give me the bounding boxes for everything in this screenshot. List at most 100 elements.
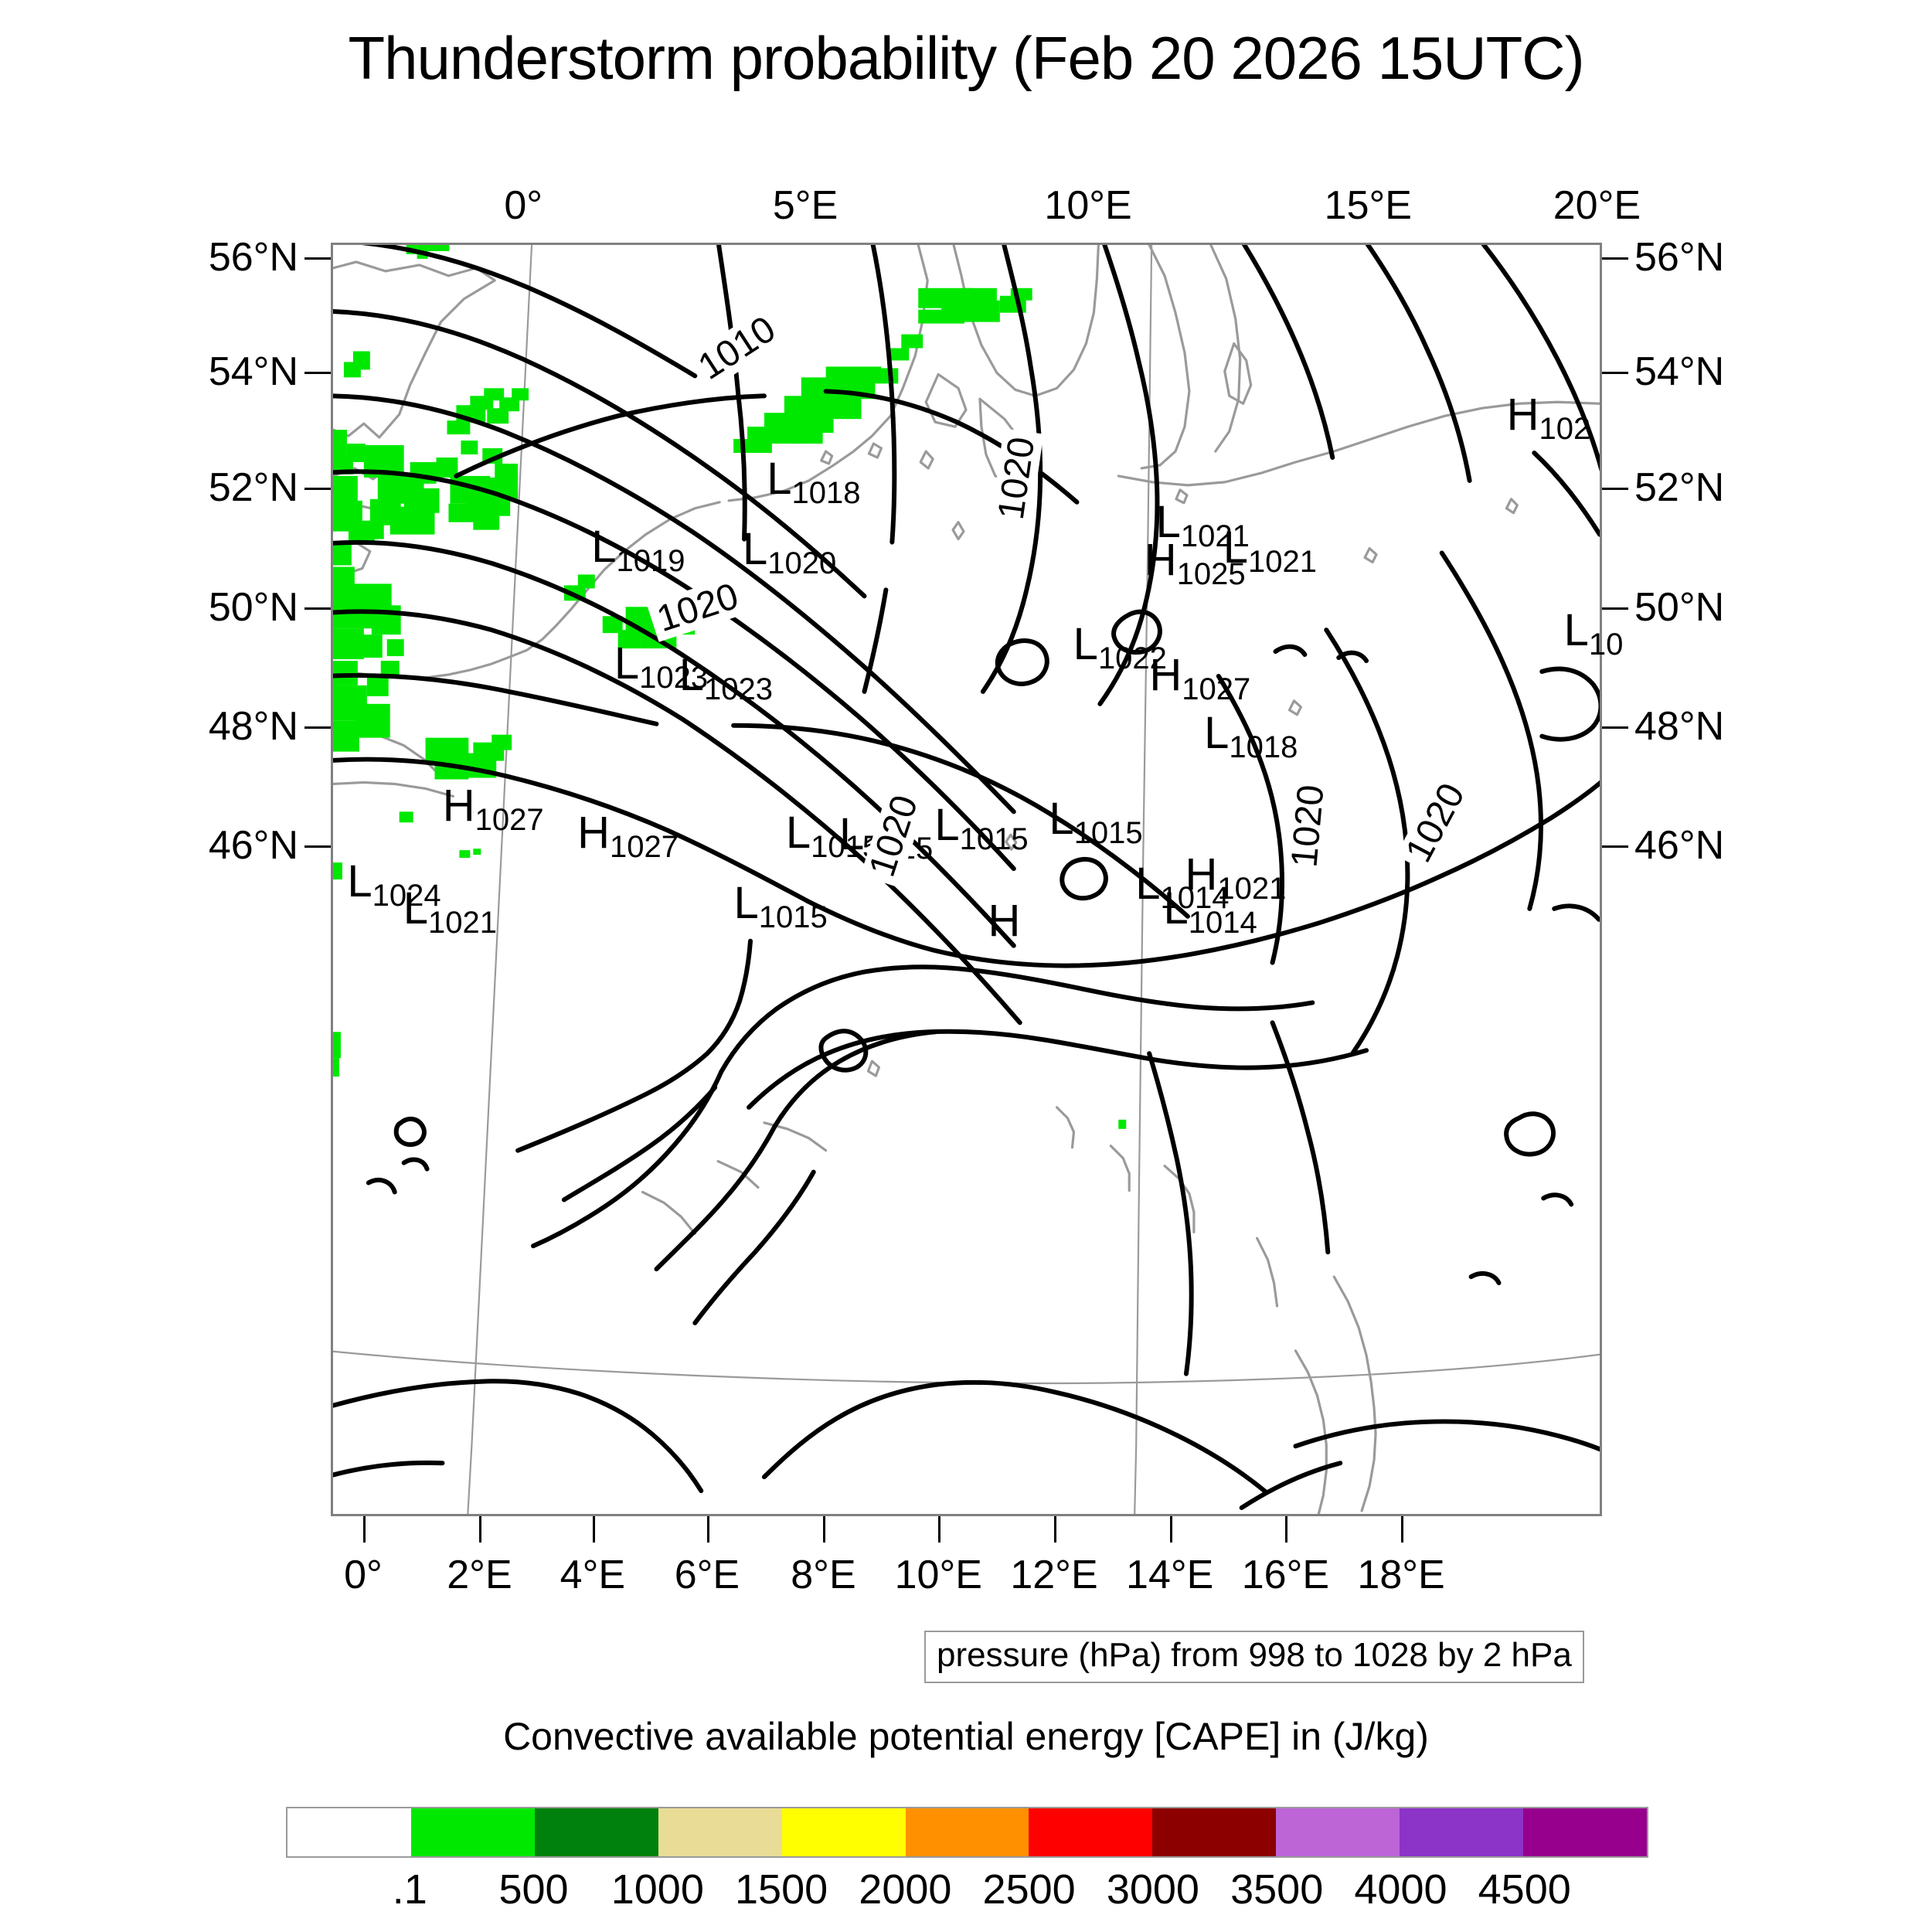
colorbar-swatch-cape-0.1-500[interactable]: [410, 1808, 535, 1856]
axis-tick-bottom-4: [823, 1516, 826, 1543]
pressure-centre-value: 1025: [1176, 557, 1246, 592]
pressure-centre-type: H: [577, 808, 611, 858]
contour-label-1020-4: 1020: [1284, 777, 1333, 876]
colorbar-swatch-cape-3000-3500[interactable]: [1152, 1808, 1277, 1856]
pressure-centre-type: L: [614, 638, 640, 689]
pressure-centre-value: 1015: [1073, 815, 1143, 850]
axis-tick-bottom-9: [1401, 1516, 1404, 1543]
pressure-centre-l-21: L1015: [733, 878, 828, 935]
pressure-centre-h-4: H1025: [1145, 538, 1246, 590]
colorbar-swatch-below-threshold[interactable]: [287, 1808, 411, 1856]
axis-label-bottom-8: 16°E: [1241, 1553, 1330, 1597]
axis-tick-right-2: [1602, 488, 1628, 491]
pressure-centre-l-11: L1023: [679, 649, 773, 706]
pressure-centre-l-22: L1014: [1135, 858, 1229, 913]
axis-tick-bottom-2: [592, 1516, 595, 1543]
map-figure: 0° 5°E 10°E 15°E 20°E 0° 2°E 4°E 6°E 8°E 10°E 12°E 1…: [209, 185, 1724, 1595]
colorbar-swatch-cape-2000-2500[interactable]: [905, 1808, 1029, 1856]
pressure-centre-l-3: L1021: [1155, 496, 1250, 552]
pressure-centre-value: 1021: [428, 906, 497, 940]
pressure-centre-l-0: L1018: [767, 456, 861, 510]
axis-tick-left-1: [304, 372, 331, 375]
pressure-centre-h-6: H102: [1507, 393, 1591, 447]
pressure-centre-h-23: H1021: [1185, 852, 1287, 906]
axis-label-bottom-0: 0°: [344, 1553, 383, 1597]
pressure-centre-type: L: [1563, 604, 1589, 655]
pressure-centre-value: 1018: [1229, 730, 1298, 765]
axis-tick-left-5: [304, 845, 331, 849]
axis-tick-right-3: [1602, 607, 1628, 611]
pressure-centre-type: L: [934, 800, 960, 851]
colorbar-swatch-cape-above-4500[interactable]: [1523, 1808, 1647, 1856]
pressure-centre-type: L: [403, 883, 429, 934]
pressure-centre-type: L: [1073, 619, 1098, 670]
colorbar-tick-2000: 2000: [859, 1866, 952, 1913]
pressure-centre-h-13: H1027: [442, 781, 544, 836]
pressure-centre-value: 1023: [703, 672, 773, 706]
pressure-centre-type: L: [733, 878, 759, 929]
colorbar-tick-3000: 3000: [1106, 1866, 1199, 1913]
pressure-centre-l-10: L1023: [614, 641, 708, 693]
axis-label-right-1: 54°N: [1634, 349, 1725, 395]
pressure-centre-type: L: [1135, 858, 1161, 909]
axis-tick-bottom-8: [1285, 1516, 1288, 1543]
pressure-centre-value: 1027: [1182, 672, 1251, 706]
axis-label-left-3: 50°N: [208, 585, 298, 631]
colorbar-swatch-cape-500-1000[interactable]: [534, 1808, 658, 1856]
pressure-centre-type: L: [785, 808, 811, 858]
pressure-centre-type: L: [839, 808, 865, 859]
axis-label-right-5: 46°N: [1634, 823, 1725, 869]
colorbar-tick-1500: 1500: [735, 1866, 828, 1913]
pressure-centre-value: 1021: [1248, 544, 1318, 579]
pressure-centre-type: L: [679, 649, 704, 700]
pressure-centre-type: H: [442, 781, 475, 832]
pressure-centre-l-5: L1021: [1223, 525, 1318, 579]
page-title: Thunderstorm probability (Feb 20 2026 15…: [348, 24, 1584, 92]
pressure-centre-value: 1015: [758, 900, 828, 935]
pressure-centre-value: 1020: [767, 546, 837, 581]
pressure-centre-l-2: L1020: [743, 527, 837, 581]
axis-label-bottom-6: 12°E: [1010, 1553, 1098, 1597]
pressure-centre-value: 1014: [1188, 906, 1257, 940]
colorbar-swatch-cape-3500-4000[interactable]: [1276, 1808, 1400, 1856]
colorbar-swatch-cape-4000-4500[interactable]: [1400, 1808, 1524, 1856]
pressure-centre-value: 1018: [791, 475, 861, 510]
pressure-centre-type: L: [347, 855, 372, 906]
colorbar-swatch-cape-2500-3000[interactable]: [1029, 1808, 1153, 1856]
axis-label-top-2: 10°E: [1044, 183, 1132, 228]
axis-label-right-4: 48°N: [1634, 704, 1725, 750]
pressure-centre-type: L: [1223, 522, 1249, 573]
axis-label-right-2: 52°N: [1634, 465, 1725, 511]
axis-tick-left-3: [304, 607, 331, 611]
axis-tick-bottom-0: [362, 1516, 366, 1543]
axis-label-bottom-2: 4°E: [560, 1553, 626, 1597]
pressure-centre-l-17: L1015: [934, 803, 1028, 855]
pressure-centre-type: L: [1155, 496, 1181, 547]
axis-tick-right-5: [1602, 845, 1628, 849]
axis-tick-right-0: [1602, 257, 1628, 260]
pressure-centre-value: 1019: [616, 544, 685, 579]
pressure-centre-l-1: L1019: [591, 525, 685, 577]
map-frame[interactable]: [331, 243, 1602, 1516]
pressure-centre-value: 102: [1539, 412, 1591, 447]
pressure-centre-value: 1015: [959, 822, 1029, 857]
axis-label-bottom-5: 10°E: [894, 1553, 982, 1597]
pressure-centre-h-25: H: [988, 898, 1020, 951]
colorbar[interactable]: [286, 1807, 1648, 1858]
colorbar-tick-500: 500: [498, 1866, 569, 1913]
map-canvas: [333, 245, 1600, 1514]
pressure-centre-h-9: H1027: [1149, 652, 1251, 706]
axis-label-bottom-1: 2°E: [447, 1553, 512, 1597]
axis-label-bottom-9: 18°E: [1357, 1553, 1445, 1597]
axis-label-right-0: 56°N: [1634, 234, 1725, 280]
pressure-centre-l-19: L1024: [347, 859, 440, 911]
colorbar-tick-3500: 3500: [1230, 1866, 1324, 1913]
axis-label-left-4: 48°N: [208, 704, 298, 750]
colorbar-swatch-cape-1500-2000[interactable]: [781, 1808, 906, 1856]
pressure-centre-value: 1021: [1217, 872, 1287, 906]
pressure-centre-h-14: H1027: [577, 808, 679, 863]
colorbar-swatch-cape-1000-1500[interactable]: [658, 1808, 782, 1856]
pressure-centre-l-18: L1015: [1049, 796, 1143, 850]
colorbar-tick-labels: .1 500 1000 1500 2000 2500 3000 3500 4000 4500: [286, 1869, 1648, 1923]
